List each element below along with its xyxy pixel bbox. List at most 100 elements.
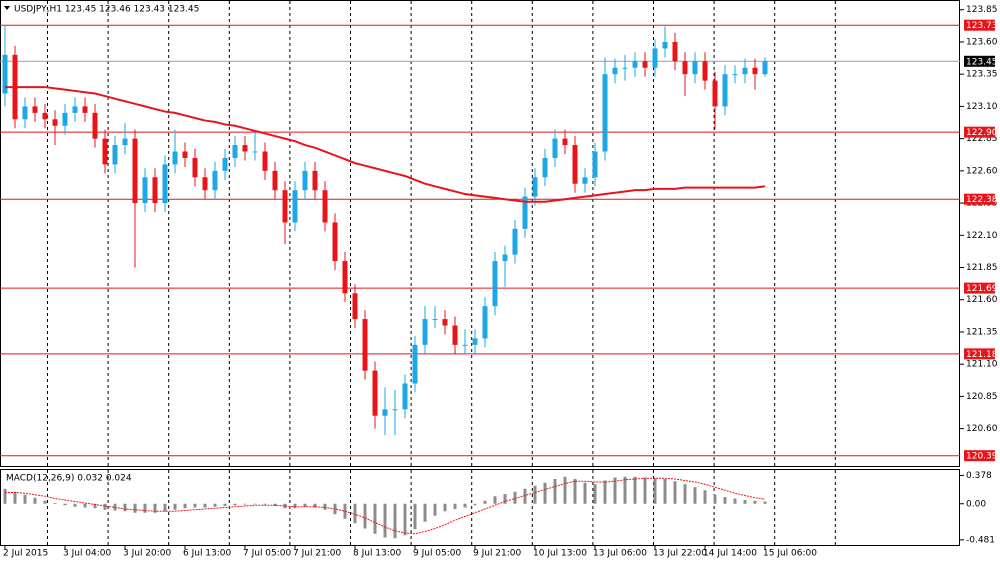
macd-bar — [83, 503, 87, 508]
candle-body — [602, 74, 608, 152]
candle-body — [252, 151, 258, 153]
macd-bar — [63, 503, 67, 506]
macd-bar — [633, 476, 637, 504]
macd-bar — [743, 500, 747, 504]
candle-body — [272, 170, 278, 191]
candle-body — [742, 67, 748, 75]
level-line-tag: 121.18 — [964, 348, 998, 360]
candle-body — [302, 170, 308, 191]
level-line-label: 123.73 — [966, 21, 998, 31]
candle-body — [112, 145, 118, 165]
x-tick-label: 9 Jul 21:00 — [473, 549, 522, 559]
macd-bar — [23, 494, 27, 504]
level-line-label: 121.69 — [966, 284, 998, 294]
candle-body — [122, 138, 128, 146]
macd-bar — [263, 503, 267, 505]
y-tick-label: 121.10 — [966, 360, 998, 370]
candle-body — [2, 54, 8, 94]
macd-title: MACD(12,26,9) 0.032 0.024 — [6, 474, 132, 484]
macd-bar — [653, 478, 657, 504]
candle-body — [612, 67, 618, 75]
y-tick-label: 122.10 — [966, 231, 998, 241]
y-tick-label: 123.85 — [966, 5, 998, 15]
level-line-tag: 121.69 — [964, 282, 998, 294]
y-tick-label: 120.85 — [966, 392, 998, 402]
candle-body — [152, 177, 158, 204]
macd-bar — [13, 491, 17, 504]
y-tick-label: 122.60 — [966, 166, 998, 176]
macd-bar — [473, 503, 477, 506]
macd-bar — [403, 503, 407, 536]
candle-body — [732, 74, 738, 76]
macd-bar — [483, 500, 487, 504]
candle-body — [472, 338, 478, 345]
candle-body — [182, 151, 188, 158]
candle-body — [652, 48, 658, 68]
candle-body — [532, 177, 538, 197]
level-line-label: 122.90 — [966, 128, 998, 138]
candle-body — [92, 112, 98, 139]
macd-bar — [503, 494, 507, 504]
level-line-tag: 122.38 — [964, 193, 998, 205]
level-line-label: 121.18 — [966, 350, 998, 360]
candle-body — [312, 170, 318, 191]
y-tick-label: 123.35 — [966, 70, 998, 80]
macd-bar — [663, 479, 667, 504]
y-tick-label: 121.60 — [966, 295, 998, 305]
candle-body — [492, 261, 498, 307]
candle-body — [672, 41, 678, 62]
candle-body — [762, 61, 768, 75]
candle-body — [242, 145, 248, 152]
macd-bar — [593, 484, 597, 504]
macd-bar — [293, 503, 297, 509]
level-line-box — [964, 19, 995, 31]
macd-bar — [233, 503, 237, 506]
candle-body — [632, 61, 638, 68]
macd-bar — [353, 503, 357, 524]
macd-bar — [433, 503, 437, 516]
macd-bar — [563, 476, 567, 504]
macd-bar — [423, 503, 427, 522]
candle-body — [292, 190, 298, 223]
x-tick-label: 13 Jul 06:00 — [593, 549, 647, 559]
macd-bar — [253, 503, 257, 505]
x-tick-label: 3 Jul 04:00 — [63, 549, 112, 559]
macd-bar — [93, 503, 97, 509]
macd-bar — [383, 503, 387, 538]
macd-bar — [363, 503, 367, 529]
candle-body — [352, 293, 358, 320]
candle-body — [52, 119, 58, 126]
candle-body — [592, 151, 598, 178]
candle-body — [662, 41, 668, 49]
macd-bar — [613, 477, 617, 504]
x-tick-label: 8 Jul 13:00 — [353, 549, 402, 559]
macd-bar — [753, 500, 757, 504]
level-line-box — [964, 193, 995, 205]
macd-bar — [313, 503, 317, 508]
level-line-tag: 120.39 — [964, 450, 998, 462]
macd-bar — [143, 503, 147, 513]
candle-body — [572, 145, 578, 184]
macd-bar — [203, 503, 207, 508]
candle-body — [192, 157, 198, 178]
candle-body — [752, 67, 758, 75]
y-tick-label: 122.85 — [966, 134, 998, 144]
macd-bar — [673, 481, 677, 504]
y-tick-label: 120.60 — [966, 424, 998, 434]
candle-body — [722, 74, 728, 107]
macd-bar — [133, 503, 137, 513]
main-frame — [0, 0, 960, 467]
moving-average — [5, 86, 766, 203]
macd-bar — [323, 503, 327, 510]
candle-body — [522, 196, 528, 229]
candle-body — [62, 112, 68, 126]
candle-body — [222, 157, 228, 171]
candle-body — [382, 409, 388, 416]
candle-body — [262, 151, 268, 171]
candle-body — [622, 67, 628, 69]
macd-bar — [463, 503, 467, 508]
candle-body — [452, 325, 458, 345]
macd-bar — [623, 476, 627, 504]
candle-body — [482, 306, 488, 339]
macd-bar — [163, 503, 167, 512]
